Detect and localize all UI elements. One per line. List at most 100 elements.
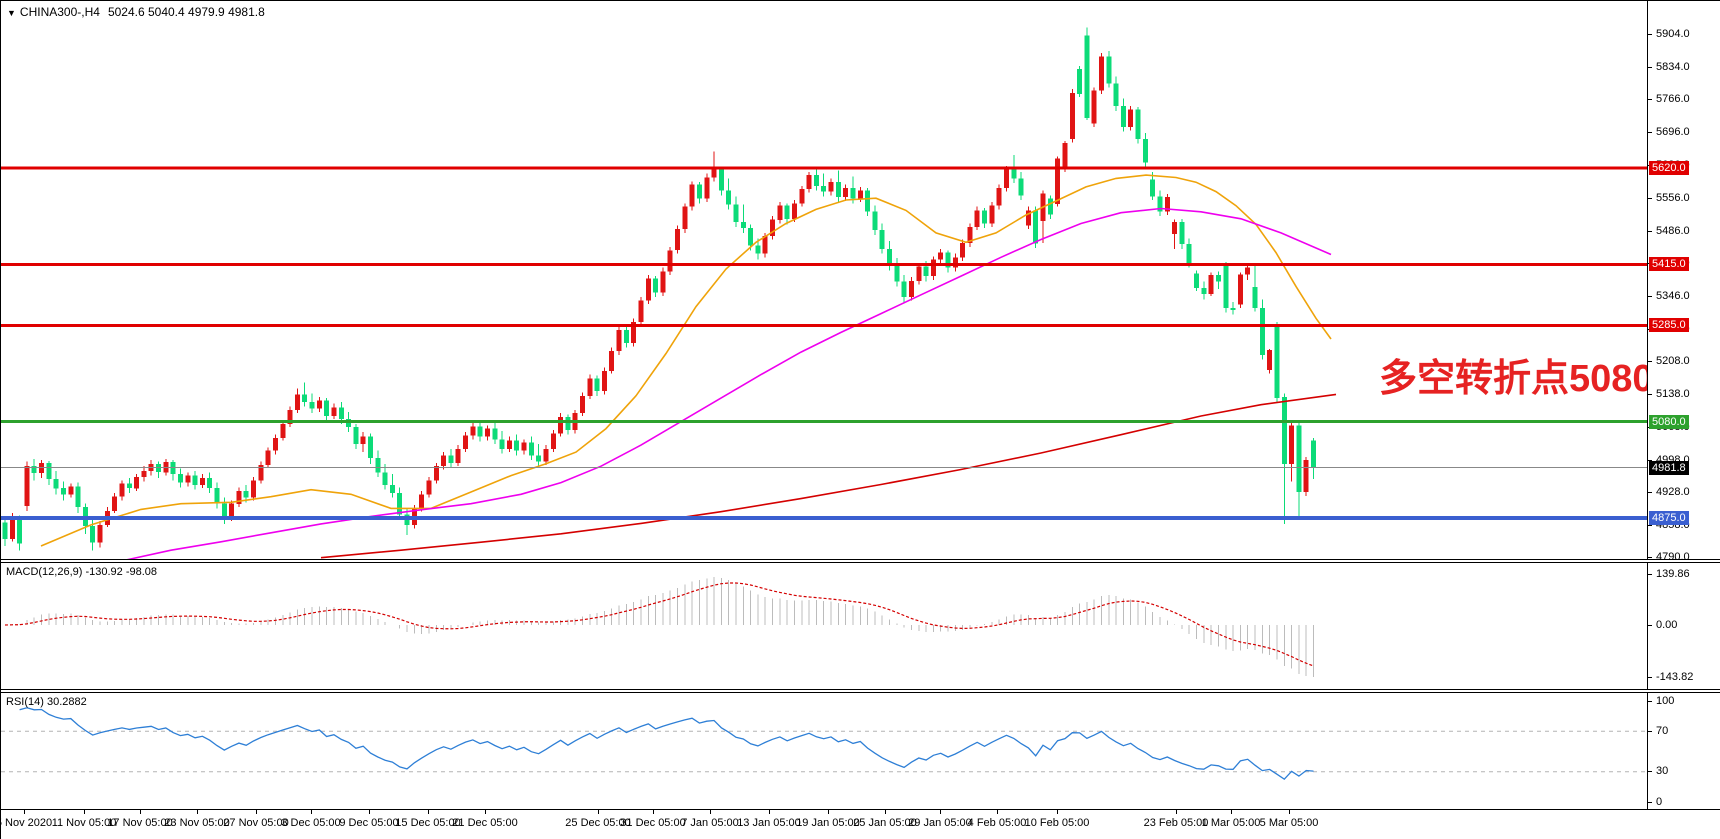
macd-axis-tick — [1648, 624, 1652, 626]
macd-histogram — [11, 577, 1314, 678]
price-tick-mark — [1648, 393, 1652, 395]
time-tick-mark — [940, 810, 941, 814]
rsi-label: RSI(14) 30.2882 — [6, 696, 87, 708]
time-axis-label: 25 Jan 05:00 — [853, 817, 917, 829]
symbol-timeframe-label: CHINA300-,H4 — [19, 5, 100, 19]
time-tick-mark — [828, 810, 829, 814]
time-axis-label: 1 Mar 05:00 — [1201, 817, 1261, 829]
price-tick-label: 5556.0 — [1656, 191, 1690, 204]
time-tick-mark — [997, 810, 998, 814]
ohlc-quote: 5024.6 5040.4 4979.9 4981.8 — [107, 5, 265, 19]
time-axis-label: 7 Jan 05:00 — [681, 817, 739, 829]
time-axis-label: 5 Mar 05:00 — [1259, 817, 1319, 829]
time-tick-mark — [140, 810, 141, 814]
price-tick-label: 5346.0 — [1656, 290, 1690, 303]
time-axis-label: 17 Nov 05:00 — [107, 817, 173, 829]
ma-fast-orange — [40, 174, 1332, 547]
time-tick-mark — [885, 810, 886, 814]
time-tick-mark — [1176, 810, 1177, 814]
time-axis-label: 23 Feb 05:00 — [1143, 817, 1209, 829]
rsi-axis-label: 70 — [1656, 724, 1669, 737]
price-tick-mark — [1648, 459, 1652, 461]
macd-axis-label: -143.82 — [1656, 670, 1694, 683]
price-tick-mark — [1648, 557, 1652, 559]
macd-canvas — [4, 577, 1314, 678]
macd-label: MACD(12,26,9) -130.92 -98.08 — [6, 566, 158, 578]
chart-title: ▼ CHINA300-,H4 5024.6 5040.4 4979.9 4981.8 — [7, 5, 265, 19]
time-axis-label: 10 Feb 05:00 — [1024, 817, 1090, 829]
price-tick-mark — [1648, 492, 1652, 494]
price-tag-level[interactable]: 5285.0 — [1649, 318, 1689, 333]
panel-separator[interactable] — [1, 559, 1720, 563]
time-tick-mark — [485, 810, 486, 814]
time-axis-label: 5 Nov 2020 — [0, 817, 53, 829]
macd-values: -130.92 -98.08 — [85, 566, 158, 578]
time-axis-label: 11 Nov 05:00 — [51, 817, 117, 829]
time-tick-mark — [598, 810, 599, 814]
price-tick-mark — [1648, 361, 1652, 362]
time-axis-label: 9 Dec 05:00 — [339, 817, 399, 829]
price-tick-label: 5696.0 — [1656, 125, 1690, 138]
time-tick-mark — [369, 810, 370, 814]
time-axis-label: 19 Jan 05:00 — [796, 817, 860, 829]
time-axis-label: 21 Dec 05:00 — [452, 817, 518, 829]
rsi-axis-tick — [1648, 700, 1652, 702]
time-axis-label: 29 Jan 05:00 — [908, 817, 972, 829]
price-tick-label: 5208.0 — [1656, 355, 1690, 367]
annotation-text: 多空转折点5080 — [1379, 358, 1647, 400]
macd-axis-tick — [1648, 676, 1652, 678]
time-tick-mark — [24, 810, 25, 814]
price-tick-mark — [1648, 525, 1652, 527]
time-tick-mark — [1057, 810, 1058, 814]
price-tick-mark — [1648, 230, 1652, 232]
price-tick-mark — [1648, 67, 1652, 69]
time-tick-mark — [197, 810, 198, 814]
price-tag-level[interactable]: 4875.0 — [1649, 510, 1689, 525]
rsi-axis-tick — [1648, 801, 1652, 803]
price-tick-label: 5834.0 — [1656, 61, 1690, 74]
time-axis-label: 27 Nov 05:00 — [223, 817, 289, 829]
time-axis-label: 4 Feb 05:00 — [967, 817, 1027, 829]
price-tick-mark — [1648, 296, 1652, 298]
time-axis-label: 3 Dec 05:00 — [281, 817, 341, 829]
price-tick-label: 5486.0 — [1656, 224, 1690, 237]
rsi-axis-label: 100 — [1656, 694, 1675, 707]
price-tag-level[interactable]: 5080.0 — [1649, 414, 1689, 429]
time-axis-label: 23 Nov 05:00 — [164, 817, 230, 829]
symbol-dropdown-icon[interactable]: ▼ — [7, 8, 16, 18]
rsi-panel[interactable]: RSI(14) 30.2882 — [1, 693, 1647, 809]
macd-axis-label: 139.86 — [1656, 567, 1690, 580]
price-tag-level[interactable]: 5415.0 — [1649, 257, 1689, 272]
panel-separator[interactable] — [1, 689, 1720, 693]
price-tick-mark — [1648, 131, 1652, 133]
time-tick-mark — [710, 810, 711, 814]
time-axis[interactable]: 5 Nov 2020 11 Nov 05:00 17 Nov 05:00 23 Nov… — [0, 809, 1720, 839]
time-tick-mark — [428, 810, 429, 814]
ma-slow-red — [320, 393, 1337, 559]
rsi-axis-label: 0 — [1656, 795, 1663, 808]
time-axis-label: 31 Dec 05:00 — [620, 817, 686, 829]
rsi-line — [19, 707, 1314, 781]
price-chart-canvas — [1, 27, 1647, 559]
time-tick-mark — [311, 810, 312, 814]
price-axis[interactable]: 5904.05834.05766.05696.05626.05556.05486… — [1647, 1, 1720, 809]
time-axis-label: 15 Dec 05:00 — [395, 817, 461, 829]
time-axis-label: 13 Jan 05:00 — [737, 817, 801, 829]
time-tick-mark — [653, 810, 654, 814]
price-tick-label: 5904.0 — [1656, 28, 1690, 41]
time-tick-mark — [256, 810, 257, 814]
price-tick-mark — [1648, 197, 1652, 199]
price-tick-mark — [1648, 99, 1652, 101]
time-tick-mark — [84, 810, 85, 814]
price-chart-panel[interactable]: ▼ CHINA300-,H4 5024.6 5040.4 4979.9 4981.8… — [1, 1, 1647, 559]
price-tag-level[interactable]: 5620.0 — [1649, 161, 1689, 176]
time-tick-mark — [1289, 810, 1290, 814]
ma-mid-magenta — [126, 207, 1332, 559]
rsi-axis-label: 30 — [1656, 765, 1669, 778]
macd-panel[interactable]: MACD(12,26,9) -130.92 -98.08 — [1, 563, 1647, 689]
price-tick-label: 5766.0 — [1656, 93, 1690, 106]
macd-signal-line — [4, 582, 1314, 667]
macd-axis-tick — [1648, 573, 1652, 575]
candles — [2, 27, 1316, 551]
